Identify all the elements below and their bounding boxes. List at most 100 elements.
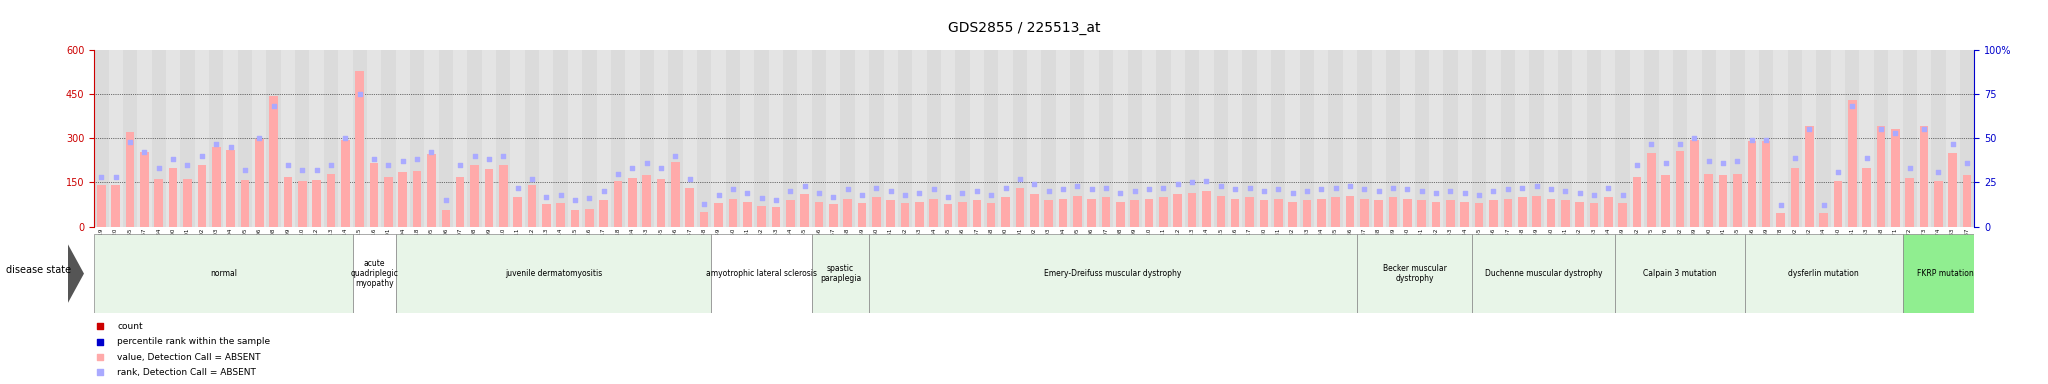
Point [975,192,1008,198]
Bar [725,50,739,227]
Point [1563,190,1595,196]
Bar [295,50,309,227]
Bar [1143,50,1157,227]
Point [1305,186,1337,192]
Bar [1432,202,1440,227]
Bar [1948,153,1958,227]
Text: Emery-Dreifuss muscular dystrophy: Emery-Dreifuss muscular dystrophy [1044,269,1182,278]
Bar [438,50,453,227]
Bar [1145,199,1153,227]
Bar [1731,50,1745,227]
Bar [1358,50,1372,227]
Bar [1114,50,1128,227]
Point [731,190,764,196]
Bar [428,154,436,227]
Bar [1659,50,1673,227]
Bar [1845,50,1860,227]
Bar [1604,197,1612,227]
Bar [1919,126,1929,227]
Bar [96,185,106,227]
Bar [352,50,367,227]
Bar [1288,202,1296,227]
Bar [266,50,281,227]
Bar [973,200,981,227]
Point [86,174,119,180]
Bar [1804,126,1815,227]
Bar [510,50,524,227]
Point [487,153,520,159]
Point [989,185,1022,191]
Bar [1186,50,1200,227]
Bar [1389,197,1397,227]
Point [559,197,592,203]
Point [946,190,979,196]
Bar [930,199,938,227]
Point [1434,188,1466,194]
Point [1491,186,1524,192]
Bar [1546,199,1554,227]
Bar [1286,50,1300,227]
Point [631,160,664,166]
Bar [629,178,637,227]
Bar [571,210,580,227]
Bar [1489,200,1497,227]
Bar [109,50,123,227]
Text: acute
quadriplegic
myopathy: acute quadriplegic myopathy [350,259,397,288]
Point [573,195,606,201]
Point [1190,177,1223,184]
Bar [1460,202,1468,227]
Bar [414,170,422,227]
Bar [281,50,295,227]
Bar [672,162,680,227]
Bar [1616,234,1745,313]
Bar [1100,50,1114,227]
Bar [1645,50,1659,227]
Bar [786,200,795,227]
Bar [500,165,508,227]
Bar [211,147,221,227]
Bar [1559,50,1573,227]
Bar [1745,234,1903,313]
Point [1548,188,1581,194]
Point [1706,160,1739,166]
Point [1735,137,1767,143]
Bar [872,197,881,227]
Bar [1704,174,1712,227]
Bar [1087,199,1096,227]
Point [831,186,864,192]
Bar [1231,199,1239,227]
Text: juvenile dermatomyositis: juvenile dermatomyositis [506,269,602,278]
Bar [481,50,496,227]
Bar [1503,199,1511,227]
Bar [1057,50,1071,227]
Bar [1303,200,1311,227]
Bar [1116,202,1124,227]
Point [430,197,463,203]
Point [401,156,434,162]
Bar [94,234,352,313]
Point [1376,185,1409,191]
Bar [1102,197,1110,227]
Bar [168,168,178,227]
Bar [1315,50,1329,227]
Bar [1458,50,1473,227]
Bar [639,50,653,227]
Bar [1690,140,1698,227]
Point [1792,126,1825,132]
Point [530,194,563,200]
Bar [614,181,623,227]
Point [387,158,420,164]
Point [1176,179,1208,185]
Bar [385,177,393,227]
Bar [299,181,307,227]
Bar [1473,50,1487,227]
Bar [1214,50,1229,227]
Point [846,192,879,198]
Bar [240,180,250,227]
Bar [1059,199,1067,227]
Bar [1274,199,1282,227]
Bar [1733,174,1741,227]
Text: rank, Detection Call = ABSENT: rank, Detection Call = ABSENT [117,368,256,377]
Bar [1819,214,1829,227]
Bar [668,50,682,227]
